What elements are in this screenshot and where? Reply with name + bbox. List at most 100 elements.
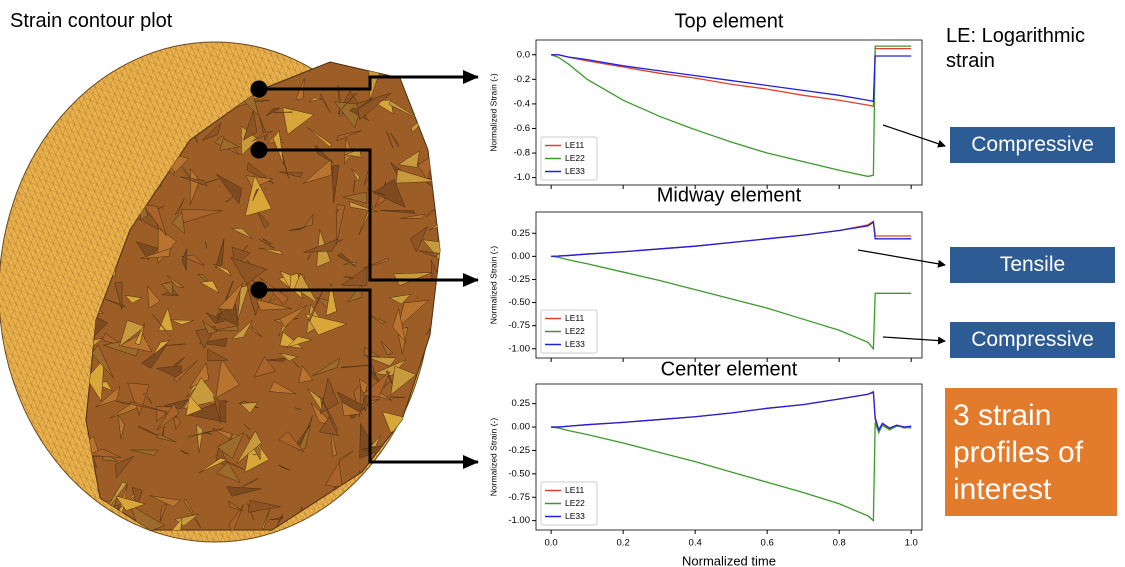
mesh-element [446,460,456,485]
y-tick-label: 0.00 [512,422,531,433]
mesh-element [325,509,362,532]
chart: Midway element Normalized Strain (-) 0.25 0… [488,184,922,362]
mesh-element [438,490,451,503]
x-axis-label: Normalized time [682,553,776,567]
page: Top element Normalized Strain (-) 0.0 -0.2 -… [0,0,1125,567]
y-tick-label: 0.25 [512,398,531,409]
series-line [551,391,911,431]
series-line [551,55,911,102]
mesh-element [423,117,440,140]
legend-label: LE22 [565,498,585,508]
series-line [551,222,911,256]
mesh-element [446,432,459,450]
mesh-element [434,114,440,133]
mesh-element [428,447,433,488]
y-tick-label: -0.2 [514,74,530,85]
y-tick-label: 0.00 [512,251,531,262]
mesh-element [396,521,415,535]
mesh-element [85,51,107,73]
y-axis-label: Normalized Strain (-) [488,418,498,497]
mesh-element [369,523,406,541]
mesh-element [435,516,447,520]
y-tick-label: -0.50 [508,297,530,308]
mesh-element [443,271,450,275]
x-tick-label: 0.6 [761,538,774,549]
mesh-element [397,502,421,522]
mesh-element [400,465,414,488]
series-line [551,49,911,107]
mesh-element [139,533,144,543]
legend-label: LE11 [565,313,584,323]
mesh-element [374,480,383,516]
mesh-element [414,514,439,543]
mesh-element [435,340,453,356]
y-axis-label: Normalized Strain (-) [488,73,498,152]
chart: Top element Normalized Strain (-) 0.0 -0.2 -… [488,10,922,189]
mesh-element [417,383,423,411]
y-tick-label: -0.8 [514,148,530,159]
chart-title: Top element [675,10,784,32]
y-tick-label: -0.6 [514,123,530,134]
y-tick-label: -1.00 [508,515,530,526]
contour-title: Strain contour plot [10,10,172,33]
mesh-element [438,51,459,70]
y-axis-label: Normalized Strain (-) [488,246,498,325]
y-tick-label: 0.25 [512,228,531,239]
mesh-element [379,483,390,507]
annotation-arrows [858,125,945,341]
y-tick-label: -0.25 [508,445,530,456]
series-line [551,392,911,429]
y-tick-label: -1.00 [508,343,530,354]
mesh-element [354,507,389,519]
mesh-element [407,492,416,511]
y-tick-label: -0.25 [508,274,530,285]
chart: Center elementNormalized Strain (-)0.250… [488,358,922,567]
mesh-element [424,55,446,72]
mesh-element [88,63,95,71]
legend-label: LE11 [565,485,584,495]
mesh-element [361,492,370,508]
mesh-element [376,452,402,475]
y-tick-label: 0.0 [517,49,530,60]
y-tick-label: -0.50 [508,468,530,479]
mesh-element [426,480,449,509]
x-tick-label: 0.0 [545,538,558,549]
mesh-element [393,463,411,480]
legend-label: LE11 [565,140,584,150]
mesh-element [427,45,444,67]
arrow [883,337,945,341]
le-note: LE: Logarithmic strain [946,24,1121,74]
y-tick-label: -0.75 [508,320,530,331]
legend-label: LE22 [565,153,585,163]
mesh-element [76,524,103,535]
summary-box: 3 strain profiles of interest [945,388,1117,516]
series-line [551,422,911,520]
mesh-element [423,366,440,385]
series-line [551,46,911,176]
chart-title: Midway element [657,184,802,206]
mesh-element [401,56,427,72]
legend-label: LE33 [565,511,585,521]
legend-label: LE33 [565,166,585,176]
series-line [551,256,911,348]
series-line [551,221,911,256]
x-tick-label: 0.8 [833,538,846,549]
legend-label: LE33 [565,339,585,349]
mesh-element [432,507,448,524]
arrow [858,250,945,265]
mesh-element [346,493,372,511]
mesh-element [379,499,389,500]
legend-label: LE22 [565,326,585,336]
mesh-element [409,55,430,69]
y-tick-label: -1.0 [514,172,530,183]
x-tick-label: 1.0 [905,538,918,549]
mesh-element [391,518,399,536]
y-tick-label: -0.4 [514,98,530,109]
compressive-box: Compressive [950,322,1115,358]
compressive-box: Compressive [950,127,1115,163]
mesh-element [384,473,418,489]
x-tick-label: 0.2 [617,538,630,549]
tensile-box: Tensile [950,247,1115,283]
mesh-element [346,520,361,539]
mesh-element [412,391,425,395]
